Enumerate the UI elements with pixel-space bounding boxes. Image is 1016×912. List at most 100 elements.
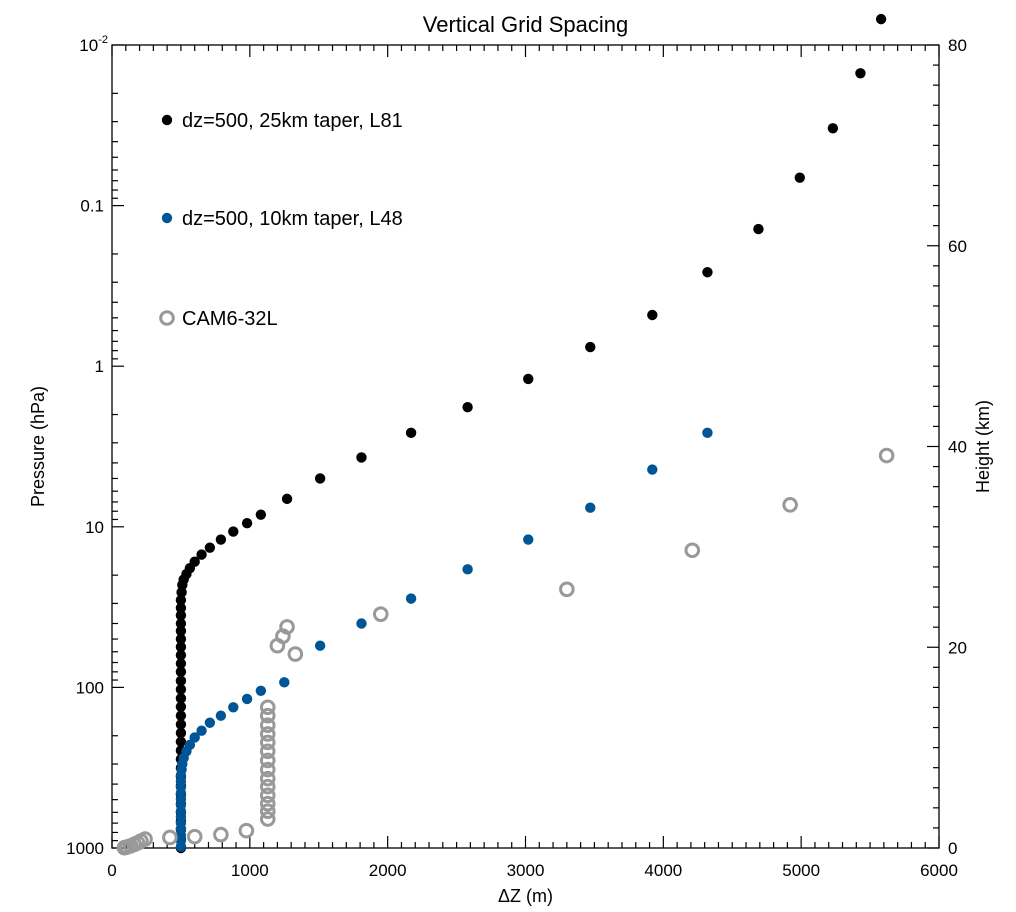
- data-point: [175, 633, 187, 645]
- data-point: [372, 606, 389, 622]
- data-point: [259, 787, 276, 804]
- x-tick-label: 1000: [231, 861, 269, 880]
- data-point: [175, 625, 187, 637]
- legend: dz=500, 25km taper, L81 dz=500, 10km tape…: [159, 110, 403, 330]
- data-point: [175, 658, 187, 669]
- data-point: [259, 726, 276, 742]
- data-point: [175, 602, 187, 614]
- y-tick-label: 10: [85, 518, 104, 537]
- y-tick-label: 100: [76, 678, 104, 697]
- x-tick-label: 5000: [782, 861, 820, 880]
- data-point: [175, 610, 187, 621]
- legend-item-1: dz=500, 25km taper, L81: [161, 110, 403, 132]
- legend-marker: [161, 114, 173, 126]
- y2-tick-label: 0: [948, 839, 957, 858]
- chart-title: Vertical Grid Spacing: [423, 12, 628, 37]
- data-point: [175, 649, 187, 661]
- data-point: [228, 702, 239, 713]
- data-point: [241, 693, 253, 705]
- data-point: [176, 587, 187, 598]
- data-point: [782, 497, 798, 513]
- x-tick-label: 3000: [507, 861, 545, 880]
- data-point: [462, 564, 473, 575]
- data-point: [175, 719, 187, 730]
- data-point: [175, 594, 187, 606]
- data-point: [175, 618, 187, 629]
- y2-tick-label: 20: [948, 638, 967, 657]
- data-point: [259, 707, 276, 724]
- data-point: [259, 734, 276, 751]
- data-point: [259, 778, 276, 795]
- axis-ticks: 0 1000 2000 3000 4000 5000 600010001001010.110…: [66, 34, 967, 880]
- data-point: [523, 534, 534, 545]
- data-point: [189, 556, 200, 567]
- data-point: [523, 373, 534, 385]
- y2-tick-label: 40: [948, 438, 967, 457]
- data-point: [259, 717, 276, 734]
- data-point: [175, 684, 187, 695]
- y2-tick-label: 80: [948, 36, 967, 55]
- data-point: [279, 677, 290, 688]
- data-point: [204, 542, 216, 553]
- data-point: [684, 542, 701, 559]
- data-point: [585, 502, 596, 513]
- data-point: [702, 427, 713, 439]
- x-tick-label: 2000: [369, 861, 407, 880]
- data-point: [314, 473, 326, 484]
- y-tick-label: 10-2: [79, 34, 108, 55]
- series-1: [175, 13, 887, 854]
- data-point: [189, 732, 200, 743]
- data-point: [184, 739, 196, 751]
- x-tick-label: 6000: [920, 861, 958, 880]
- data-point: [255, 509, 267, 520]
- data-point: [196, 725, 207, 736]
- data-point: [238, 822, 255, 839]
- plot-frame: [111, 44, 940, 849]
- y-tick-label: 1000: [66, 839, 104, 858]
- data-point: [356, 618, 367, 629]
- data-point: [137, 831, 153, 847]
- data-point: [259, 761, 276, 778]
- data-point: [878, 447, 895, 464]
- data-point: [259, 803, 276, 819]
- data-point: [175, 736, 187, 747]
- data-point: [162, 829, 178, 846]
- data-point: [314, 640, 326, 651]
- data-point: [753, 223, 764, 235]
- data-point: [215, 534, 227, 545]
- y-tick-label: 0.1: [80, 197, 104, 216]
- y2-tick-label: 60: [948, 237, 967, 256]
- data-point: [827, 123, 839, 134]
- data-point: [287, 646, 304, 662]
- data-point: [405, 427, 417, 439]
- legend-marker: [159, 310, 175, 326]
- x-tick-label: 4000: [644, 861, 682, 880]
- data-point: [585, 341, 596, 353]
- legend-item-2: dz=500, 10km taper, L48: [161, 208, 403, 230]
- data-point: [255, 685, 267, 697]
- data-point: [186, 828, 203, 845]
- data-point: [647, 464, 658, 475]
- y2-axis-label: Height (km): [973, 400, 993, 493]
- data-point: [647, 309, 658, 321]
- data-point: [213, 826, 229, 843]
- data-point: [259, 770, 276, 787]
- data-point: [702, 267, 713, 278]
- data-point: [175, 701, 187, 712]
- data-point: [259, 743, 276, 760]
- data-point: [259, 752, 276, 769]
- y-axis-label: Pressure (hPa): [28, 386, 48, 507]
- data-point: [241, 518, 253, 529]
- data-point: [259, 811, 276, 827]
- data-point: [175, 727, 187, 739]
- data-point: [175, 666, 187, 678]
- legend-marker: [161, 212, 173, 224]
- data-point: [175, 710, 187, 721]
- data-point: [215, 710, 227, 721]
- legend-label: dz=500, 25km taper, L81: [182, 110, 403, 132]
- x-tick-label: 0: [107, 861, 116, 880]
- data-point: [175, 675, 187, 687]
- data-point: [228, 526, 239, 537]
- data-point: [279, 619, 295, 635]
- data-point: [259, 795, 276, 812]
